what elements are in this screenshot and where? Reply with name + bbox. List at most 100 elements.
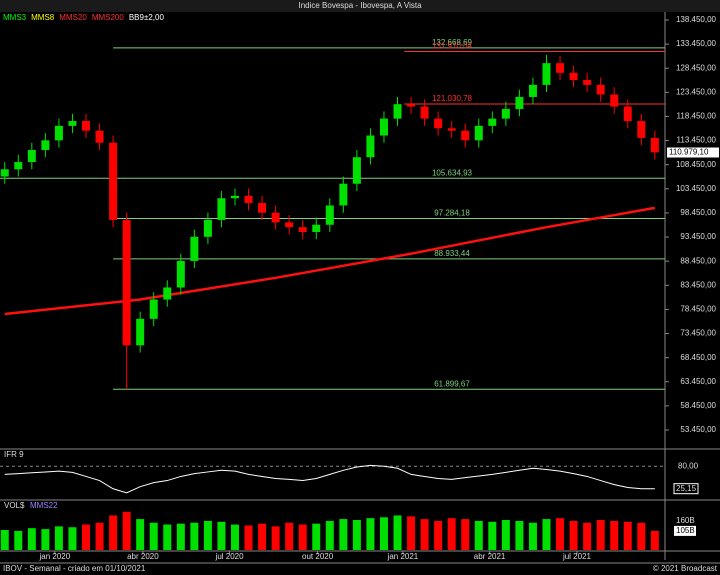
candle-body <box>542 63 551 85</box>
rsi-line <box>4 464 655 494</box>
vol-bar <box>176 523 185 550</box>
vol-bar <box>298 524 307 550</box>
candle-body <box>14 162 23 170</box>
vol-bar <box>623 521 632 550</box>
footer-left: IBOV - Semanal - criado em 01/10/2021 <box>3 564 146 573</box>
candle-body <box>474 125 483 141</box>
x-tick-label: abr 2021 <box>474 552 506 561</box>
rsi-tick-label: 80,00 <box>678 461 699 470</box>
vol-bar <box>447 518 456 550</box>
vol-bar <box>434 520 443 550</box>
vol-bar <box>271 526 280 550</box>
x-tick-label: jul 2020 <box>215 552 245 561</box>
y-tick-label: 113.450,00 <box>677 136 717 145</box>
candle-body <box>109 142 118 220</box>
candle-body <box>230 195 239 199</box>
vol-bar <box>14 530 23 550</box>
y-tick-label: 133.450,00 <box>676 39 717 48</box>
candle-body <box>298 227 307 232</box>
y-tick-label: 58.450,00 <box>680 401 716 410</box>
vol-last-label: 105B <box>676 526 695 535</box>
vol-bar <box>542 519 551 550</box>
vol-bar <box>515 520 524 550</box>
candle-body <box>596 84 605 95</box>
candle-body <box>556 63 565 73</box>
vol-bar <box>325 520 334 550</box>
y-tick-label: 93.450,00 <box>680 232 716 241</box>
vol-bar <box>650 530 659 550</box>
candle-body <box>352 157 361 184</box>
last-price-label: 110.979,10 <box>669 148 709 157</box>
vol-bar <box>230 524 239 550</box>
candle-body <box>528 84 537 97</box>
vol-bar <box>528 522 537 550</box>
candle-body <box>637 121 646 138</box>
legend-entry: MMS20 <box>59 13 87 22</box>
y-tick-label: 118.450,00 <box>677 112 717 121</box>
candle-body <box>271 212 280 223</box>
vol-bar <box>312 523 321 550</box>
candle-body <box>420 106 429 119</box>
candle-body <box>258 203 267 213</box>
candle-body <box>610 94 619 107</box>
level-label: 61.899,67 <box>434 379 470 388</box>
candle-body <box>0 169 9 177</box>
vol-bar <box>637 522 646 550</box>
candle-body <box>176 260 185 288</box>
candle-body <box>82 121 91 131</box>
candle-body <box>122 219 131 346</box>
vol-last-box <box>674 525 696 536</box>
candle-body <box>379 118 388 136</box>
vol-bar <box>122 511 131 550</box>
candle-body <box>163 287 172 300</box>
y-tick-label: 68.450,00 <box>680 353 716 362</box>
vol-bar <box>244 525 253 550</box>
level-label: 132.668,69 <box>432 38 473 47</box>
y-tick-label: 73.450,00 <box>680 329 716 338</box>
vol-bar <box>95 522 104 550</box>
candle-body <box>244 195 253 204</box>
vol-bar <box>352 520 361 550</box>
vol-legend: MMS22 <box>30 501 58 510</box>
candle-body <box>41 140 50 150</box>
y-tick-label: 138.450,00 <box>676 15 717 24</box>
candle-body <box>501 108 510 119</box>
vol-bar <box>149 522 158 550</box>
vol-bar <box>285 522 294 550</box>
candle-body <box>583 80 592 85</box>
vol-bar <box>420 519 429 550</box>
y-tick-label: 83.450,00 <box>680 280 716 289</box>
candle-body <box>27 149 36 163</box>
vol-bar <box>339 519 348 550</box>
x-tick-label: abr 2020 <box>127 552 159 561</box>
vol-bar <box>27 528 36 550</box>
y-tick-label: 128.450,00 <box>676 63 717 72</box>
candle-body <box>366 135 375 158</box>
candle-body <box>650 137 659 153</box>
vol-bar <box>163 524 172 550</box>
vol-bar <box>366 518 375 550</box>
y-tick-label: 103.450,00 <box>676 184 717 193</box>
rsi-last-label: 25,15 <box>676 484 697 493</box>
candle-body <box>149 299 158 319</box>
candle-body <box>285 222 294 228</box>
level-label: 131.910,04 <box>432 42 473 51</box>
ma200-line <box>4 206 656 316</box>
level-label: 105.634,93 <box>432 168 473 177</box>
y-tick-label: 78.450,00 <box>680 305 716 314</box>
vol-bar <box>610 520 619 550</box>
vol-bar <box>501 520 510 550</box>
candle-body <box>434 118 443 129</box>
legend-entry: MMS8 <box>31 13 55 22</box>
vol-bar <box>407 516 416 550</box>
candle-body <box>325 205 334 225</box>
vol-title: VOL$ <box>4 501 25 510</box>
vol-bar <box>0 530 9 550</box>
x-tick-label: jul 2021 <box>562 552 592 561</box>
legend-entry: MMS200 <box>92 13 125 22</box>
candle-body <box>339 183 348 206</box>
vol-bar <box>556 518 565 550</box>
x-tick-label: jan 2021 <box>387 552 419 561</box>
y-tick-label: 88.450,00 <box>680 256 716 265</box>
vol-bar <box>68 527 77 550</box>
